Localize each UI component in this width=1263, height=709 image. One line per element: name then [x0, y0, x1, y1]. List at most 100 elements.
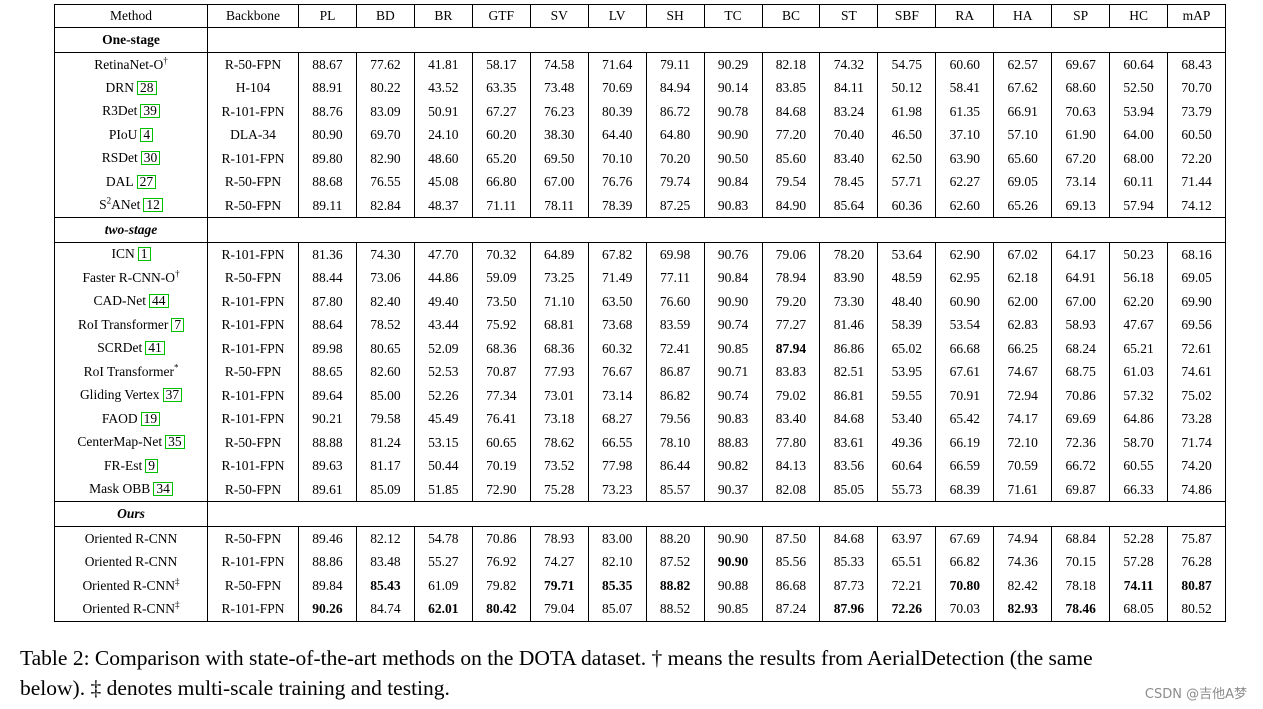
column-header: SP — [1051, 4, 1111, 28]
value-cell: 63.97 — [877, 526, 937, 550]
table-row: R3Det 39 R-101-FPN 88.76 83.09 50.91 67.27 76.2… — [54, 99, 1226, 123]
value-cell: 72.20 — [1167, 146, 1226, 170]
value-cell: 90.29 — [703, 52, 763, 76]
value-cell: 56.18 — [1109, 266, 1169, 290]
value-cell: 83.09 — [355, 99, 415, 123]
method-cell: Faster R-CNN-O† — [54, 266, 208, 290]
value-cell: 62.60 — [935, 193, 995, 218]
value-cell: 77.98 — [587, 454, 647, 478]
value-cell: 90.21 — [298, 407, 357, 431]
value-cell: 80.90 — [298, 123, 357, 147]
method-name: Oriented R-CNN — [82, 601, 176, 616]
table-row: FR-Est 9 R-101-FPN 89.63 81.17 50.44 70.19 73.5… — [54, 454, 1226, 478]
value-cell: 48.37 — [413, 193, 473, 218]
value-cell: 85.43 — [355, 573, 415, 597]
backbone-cell: R-50-FPN — [207, 360, 299, 384]
value-cell: 90.90 — [703, 123, 763, 147]
value-cell: 59.09 — [471, 266, 531, 290]
value-cell: 58.39 — [877, 313, 937, 337]
value-cell: 69.05 — [993, 170, 1053, 194]
value-cell: 62.50 — [877, 146, 937, 170]
table-row: Faster R-CNN-O† R-50-FPN 88.44 73.06 44.86 59… — [54, 266, 1226, 290]
value-cell: 87.25 — [645, 193, 705, 218]
value-cell: 75.92 — [471, 313, 531, 337]
value-cell: 78.39 — [587, 193, 647, 218]
value-cell: 78.11 — [529, 193, 589, 218]
method-marker: * — [173, 362, 179, 373]
value-cell: 55.73 — [877, 477, 937, 502]
value-cell: 70.87 — [471, 360, 531, 384]
value-cell: 73.79 — [1167, 99, 1226, 123]
value-cell: 57.10 — [993, 123, 1053, 147]
value-cell: 83.61 — [819, 430, 879, 454]
value-cell: 65.21 — [1109, 336, 1169, 360]
table-row: DRN 28 H-104 88.91 80.22 43.52 63.35 73.48 70.69… — [54, 76, 1226, 100]
value-cell: 74.12 — [1167, 193, 1226, 218]
value-cell: 58.93 — [1051, 313, 1111, 337]
backbone-cell: R-50-FPN — [207, 52, 299, 76]
value-cell: 83.48 — [355, 550, 415, 574]
value-cell: 78.10 — [645, 430, 705, 454]
value-cell: 88.52 — [645, 597, 705, 621]
value-cell: 69.67 — [1051, 52, 1111, 76]
value-cell: 86.68 — [761, 573, 821, 597]
value-cell: 86.44 — [645, 454, 705, 478]
method-name-tail: ANet — [111, 197, 141, 213]
column-header: SV — [529, 4, 589, 28]
method-name: DRN — [105, 79, 134, 95]
value-cell: 84.13 — [761, 454, 821, 478]
value-cell: 78.46 — [1051, 597, 1111, 621]
value-cell: 66.59 — [935, 454, 995, 478]
value-cell: 52.50 — [1109, 76, 1169, 100]
value-cell: 77.11 — [645, 266, 705, 290]
citation-link: 44 — [149, 294, 169, 309]
value-cell: 87.80 — [298, 289, 357, 313]
value-cell: 90.90 — [703, 289, 763, 313]
value-cell: 78.62 — [529, 430, 589, 454]
value-cell: 65.20 — [471, 146, 531, 170]
value-cell: 54.78 — [413, 526, 473, 550]
value-cell: 90.90 — [703, 526, 763, 550]
method-name: Mask OBB — [89, 481, 151, 497]
value-cell: 66.55 — [587, 430, 647, 454]
value-cell: 52.53 — [413, 360, 473, 384]
value-cell: 53.64 — [877, 242, 937, 266]
value-cell: 60.20 — [471, 123, 531, 147]
value-cell: 47.70 — [413, 242, 473, 266]
value-cell: 68.24 — [1051, 336, 1111, 360]
citation-link: 7 — [171, 318, 185, 332]
citation-link: 34 — [153, 482, 173, 497]
value-cell: 85.00 — [355, 383, 415, 407]
column-header: BD — [355, 4, 415, 28]
value-cell: 62.27 — [935, 170, 995, 194]
section-title: One-stage — [54, 27, 208, 53]
value-cell: 52.09 — [413, 336, 473, 360]
value-cell: 85.33 — [819, 550, 879, 574]
method-cell: DRN 28 — [54, 76, 208, 100]
value-cell: 81.46 — [819, 313, 879, 337]
value-cell: 78.45 — [819, 170, 879, 194]
value-cell: 83.85 — [761, 76, 821, 100]
value-cell: 84.94 — [645, 76, 705, 100]
value-cell: 82.12 — [355, 526, 415, 550]
value-cell: 60.55 — [1109, 454, 1169, 478]
value-cell: 78.20 — [819, 242, 879, 266]
value-cell: 84.90 — [761, 193, 821, 218]
value-cell: 79.54 — [761, 170, 821, 194]
value-cell: 89.80 — [298, 146, 357, 170]
backbone-cell: R-50-FPN — [207, 477, 299, 502]
value-cell: 76.23 — [529, 99, 589, 123]
table-row: Oriented R-CNN‡ R-50-FPN 89.84 85.43 61.09 79… — [54, 573, 1226, 597]
value-cell: 60.64 — [877, 454, 937, 478]
table-row: CAD-Net 44 R-101-FPN 87.80 82.40 49.40 73.50 71… — [54, 289, 1226, 313]
value-cell: 72.36 — [1051, 430, 1111, 454]
value-cell: 75.02 — [1167, 383, 1226, 407]
column-header: BC — [761, 4, 821, 28]
method-cell: Oriented R-CNN — [54, 550, 208, 574]
value-cell: 90.74 — [703, 383, 763, 407]
value-cell: 69.56 — [1167, 313, 1226, 337]
value-cell: 85.57 — [645, 477, 705, 502]
value-cell: 72.94 — [993, 383, 1053, 407]
value-cell: 82.60 — [355, 360, 415, 384]
value-cell: 38.30 — [529, 123, 589, 147]
